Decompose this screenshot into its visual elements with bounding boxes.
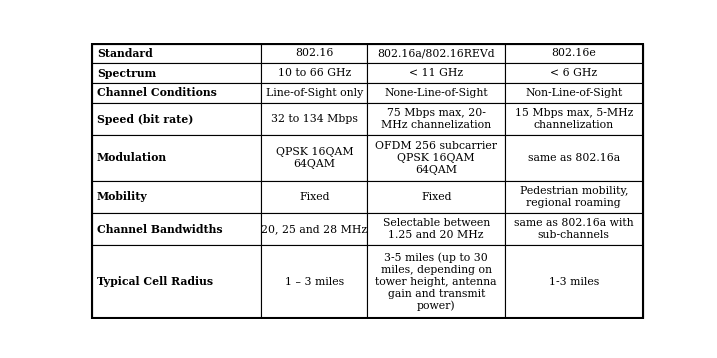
Bar (368, 135, 505, 180)
Text: 10 to 66 GHz: 10 to 66 GHz (277, 68, 351, 78)
Bar (261, 213, 368, 245)
Bar (368, 180, 505, 213)
Bar (261, 44, 368, 63)
Text: Fixed: Fixed (299, 192, 330, 202)
Text: same as 802.16a: same as 802.16a (528, 153, 619, 163)
Bar (505, 213, 642, 245)
Text: Modulation: Modulation (97, 153, 167, 163)
Bar (92, 44, 261, 63)
Bar (505, 63, 642, 83)
Bar (261, 135, 368, 180)
Text: OFDM 256 subcarrier
QPSK 16QAM
64QAM: OFDM 256 subcarrier QPSK 16QAM 64QAM (375, 141, 497, 175)
Bar (505, 44, 642, 63)
Text: Non-Line-of-Sight: Non-Line-of-Sight (525, 88, 622, 98)
Text: 1-3 miles: 1-3 miles (549, 277, 599, 287)
Text: Pedestrian mobility,
regional roaming: Pedestrian mobility, regional roaming (520, 186, 628, 208)
Bar (368, 83, 505, 103)
Bar (92, 213, 261, 245)
Text: 32 to 134 Mbps: 32 to 134 Mbps (271, 114, 358, 124)
Text: 1 – 3 miles: 1 – 3 miles (285, 277, 344, 287)
Bar (261, 83, 368, 103)
Bar (505, 245, 642, 318)
Text: 802.16: 802.16 (295, 48, 333, 58)
Bar (92, 135, 261, 180)
Text: Channel Bandwidths: Channel Bandwidths (97, 224, 222, 234)
Text: None-Line-of-Sight: None-Line-of-Sight (384, 88, 488, 98)
Bar (368, 44, 505, 63)
Text: Selectable between
1.25 and 20 MHz: Selectable between 1.25 and 20 MHz (383, 218, 490, 240)
Text: 20, 25 and 28 MHz: 20, 25 and 28 MHz (261, 224, 367, 234)
Bar (505, 135, 642, 180)
Bar (92, 245, 261, 318)
Text: < 11 GHz: < 11 GHz (409, 68, 463, 78)
Bar (505, 83, 642, 103)
Bar (92, 83, 261, 103)
Bar (261, 180, 368, 213)
Bar (368, 213, 505, 245)
Bar (368, 245, 505, 318)
Text: Typical Cell Radius: Typical Cell Radius (97, 276, 213, 287)
Text: Line-of-Sight only: Line-of-Sight only (266, 88, 363, 98)
Bar (368, 103, 505, 135)
Text: Channel Conditions: Channel Conditions (97, 87, 217, 98)
Bar (92, 180, 261, 213)
Text: 15 Mbps max, 5-MHz
channelization: 15 Mbps max, 5-MHz channelization (515, 108, 633, 130)
Text: QPSK 16QAM
64QAM: QPSK 16QAM 64QAM (275, 147, 353, 169)
Bar (368, 63, 505, 83)
Text: Fixed: Fixed (421, 192, 452, 202)
Text: Speed (bit rate): Speed (bit rate) (97, 113, 193, 125)
Bar (92, 103, 261, 135)
Bar (505, 180, 642, 213)
Bar (505, 103, 642, 135)
Text: same as 802.16a with
sub-channels: same as 802.16a with sub-channels (514, 218, 634, 240)
Bar (261, 245, 368, 318)
Text: 3-5 miles (up to 30
miles, depending on
tower height, antenna
gain and transmit
: 3-5 miles (up to 30 miles, depending on … (376, 252, 497, 311)
Bar (261, 103, 368, 135)
Bar (261, 63, 368, 83)
Text: 75 Mbps max, 20-
MHz channelization: 75 Mbps max, 20- MHz channelization (381, 108, 491, 130)
Text: 802.16e: 802.16e (551, 48, 596, 58)
Text: Mobility: Mobility (97, 191, 148, 202)
Text: < 6 GHz: < 6 GHz (550, 68, 597, 78)
Bar (92, 63, 261, 83)
Text: 802.16a/802.16REVd: 802.16a/802.16REVd (377, 48, 495, 58)
Text: Spectrum: Spectrum (97, 68, 156, 79)
Text: Standard: Standard (97, 48, 153, 59)
